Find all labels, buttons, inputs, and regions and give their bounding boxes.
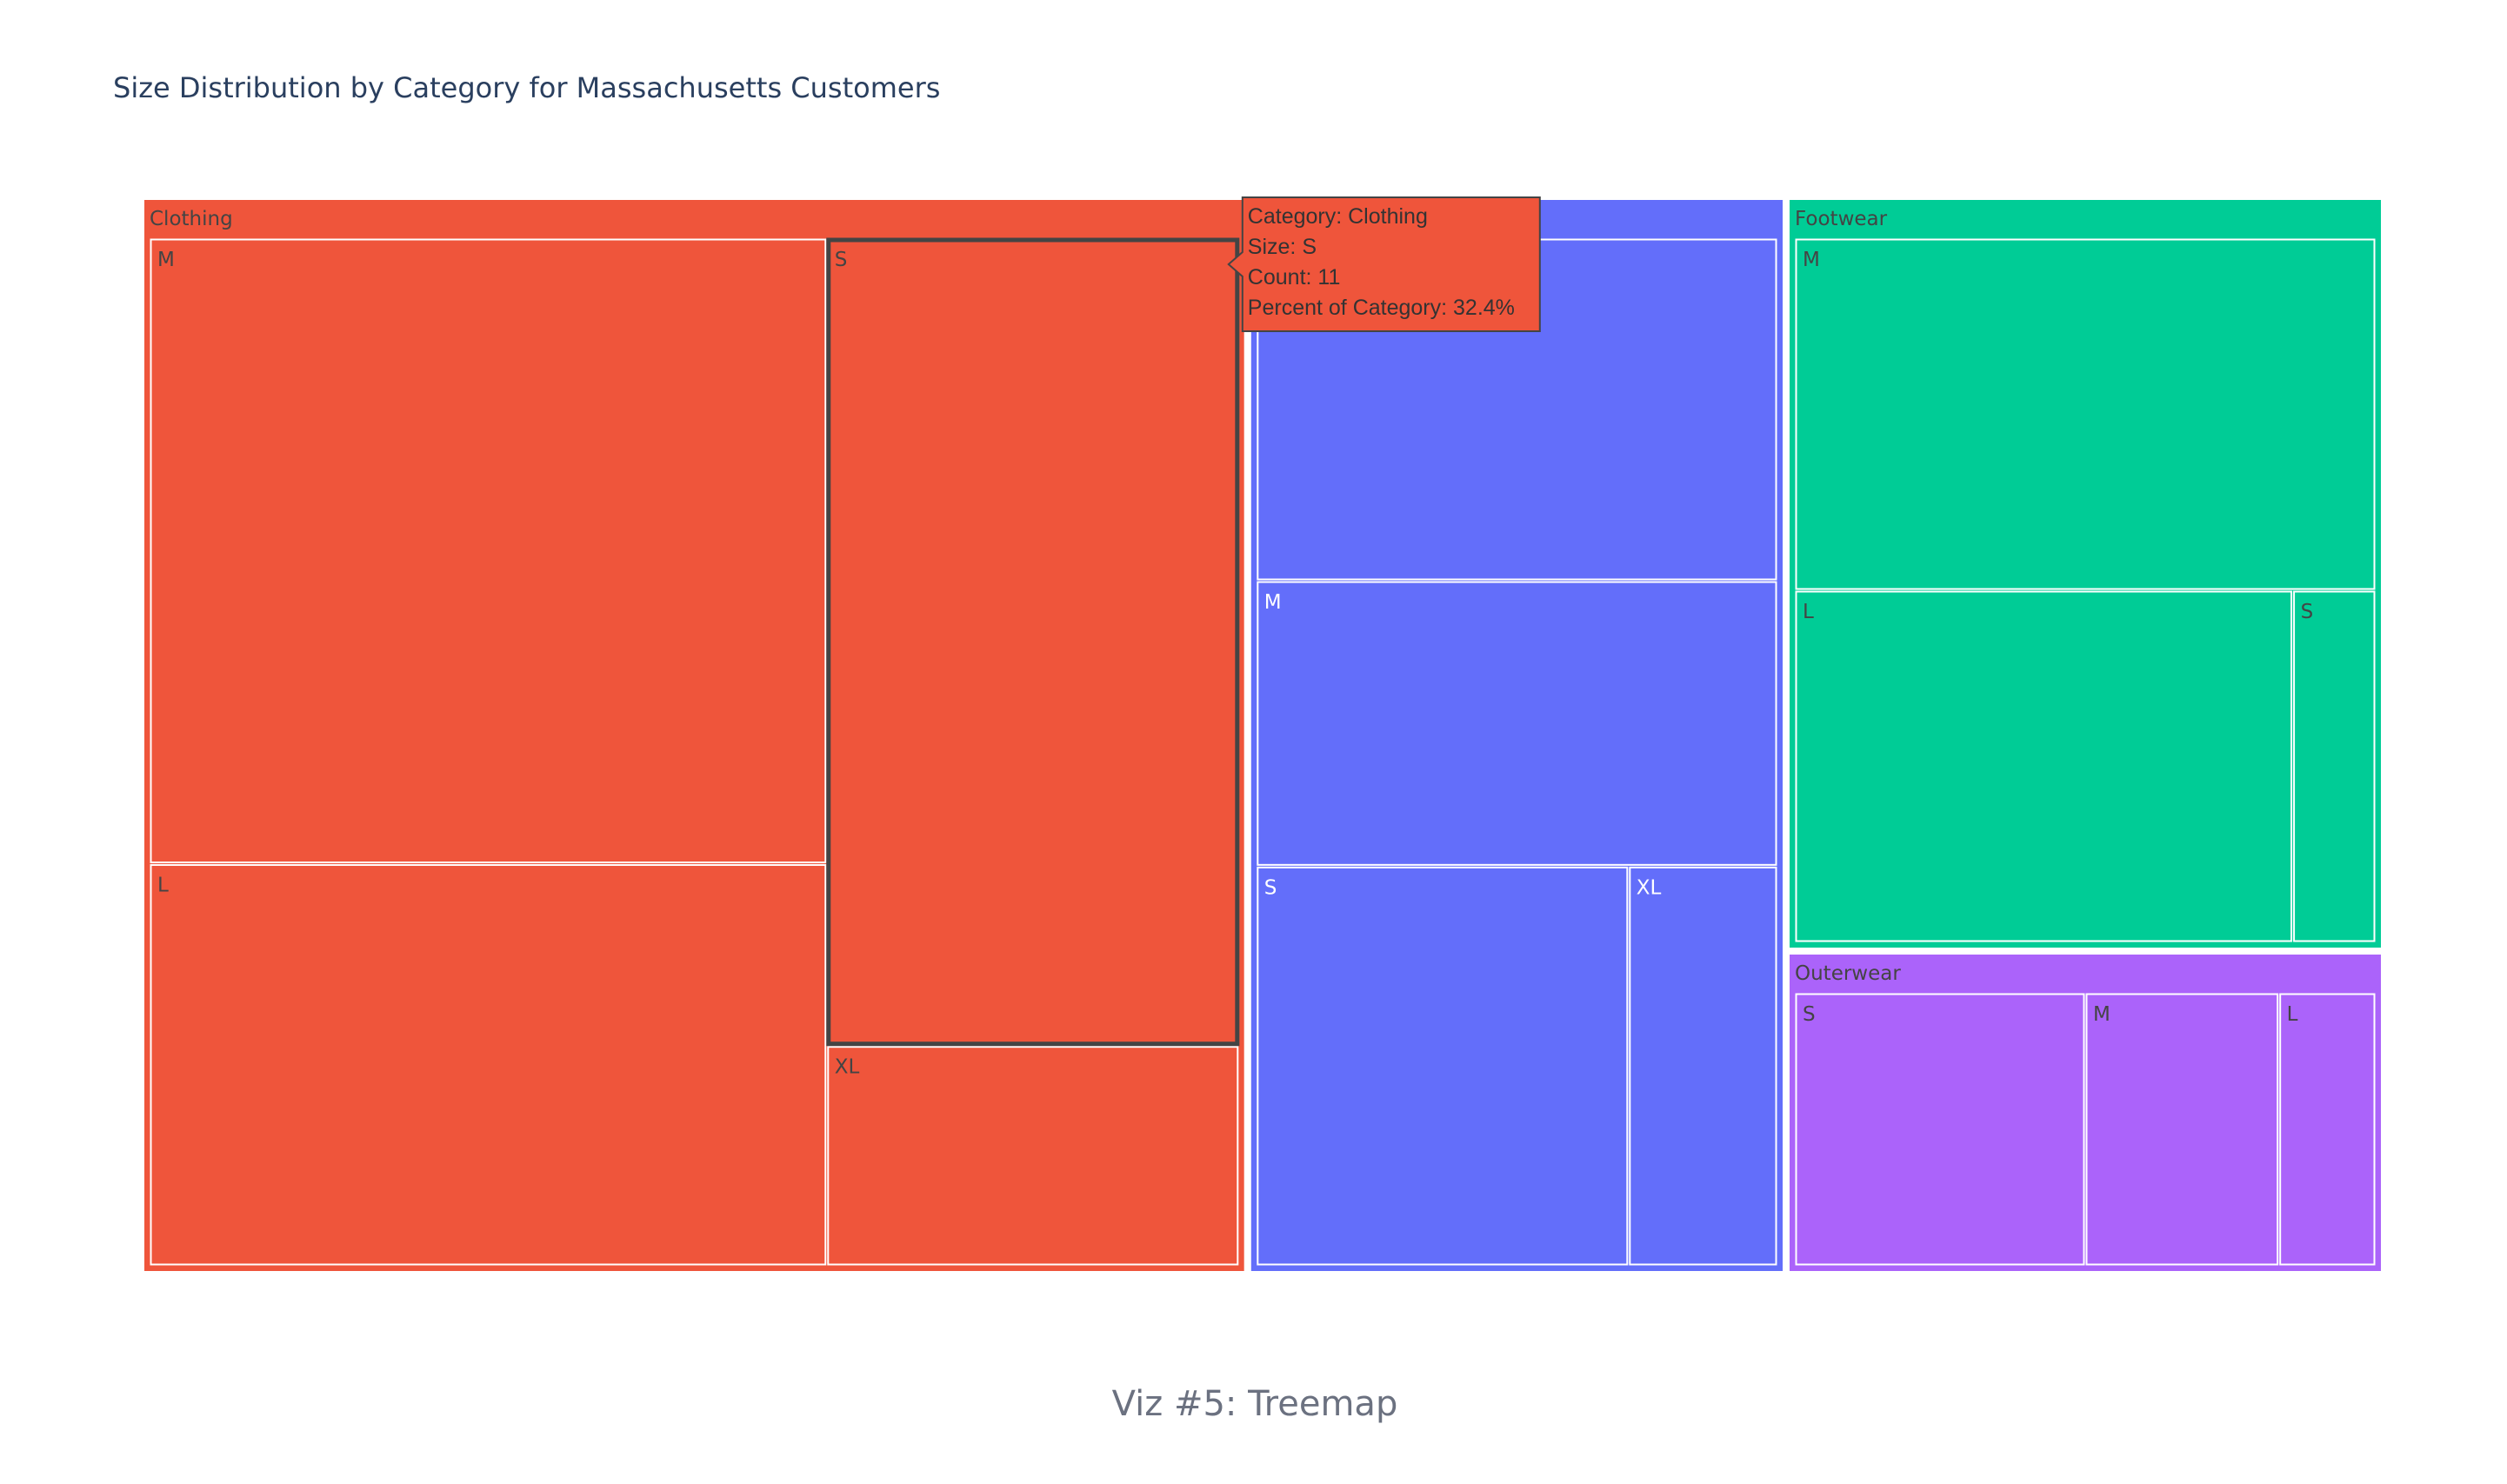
category-group-outerwear: Outerwear S M L [1783,948,2388,1278]
leaf-label-outerwear-m: M [2093,1003,2110,1026]
hover-tooltip: Category: Clothing Size: S Count: 11 Percen… [826,196,1541,1047]
leaf-label-accessories-m: M [1264,591,1282,614]
leaf-tile-clothing-s[interactable] [827,238,1239,1046]
category-label-footwear: Footwear [1795,208,1888,230]
leaf-tile-outerwear-l[interactable] [2279,993,2376,1266]
leaf-tile-clothing-xl[interactable] [827,1046,1239,1266]
leaf-label-clothing-s: S [835,249,848,271]
chart-title: Size Distribution by Category for Massac… [113,71,940,104]
leaf-tile-footwear-s[interactable] [2293,590,2376,942]
category-group-accessories: AccessoriesLMSXL [1243,193,1790,1278]
leaf-label-footwear-l: L [1803,601,1814,623]
leaf-label-outerwear-l: L [2287,1003,2298,1026]
leaf-label-footwear-m: M [1803,249,1820,271]
leaf-label-accessories-xl: XL [1637,876,1662,899]
tooltip-line: Size: S [1248,235,1317,259]
leaf-tile-footwear-l[interactable] [1795,590,2293,942]
leaf-tile-accessories-s[interactable] [1257,866,1629,1266]
leaf-tile-footwear-m[interactable] [1795,238,2376,590]
leaf-tile-clothing-l[interactable] [150,863,827,1266]
treemap-plot-area: ClothingMLSXLAccessoriesLMSXLFootwearMLS… [137,193,2388,1278]
tooltip-box [1227,196,1541,332]
leaf-tile-outerwear-m[interactable] [2085,993,2279,1266]
leaf-label-accessories-s: S [1264,876,1277,899]
tooltip-line: Count: 11 [1248,265,1341,289]
leaf-label-footwear-s: S [2301,601,2314,623]
tooltip-line: Percent of Category: 32.4% [1248,296,1515,320]
leaf-label-clothing-xl: XL [835,1056,860,1079]
leaf-label-clothing-l: L [157,874,169,896]
category-label-outerwear: Outerwear [1795,962,1901,985]
leaf-label-outerwear-s: S [1803,1003,1816,1026]
leaf-label-clothing-m: M [157,249,175,271]
leaf-tile-accessories-m[interactable] [1257,581,1777,866]
category-label-clothing: Clothing [150,208,233,230]
leaf-tile-accessories-xl[interactable] [1629,866,1777,1266]
category-group-footwear: Footwear M L S [1783,193,2388,955]
chart-caption: Viz #5: Treemap [1112,1384,1398,1424]
category-group-clothing: Clothing M L S XL [137,193,1251,1278]
leaf-tile-outerwear-s[interactable] [1795,993,2085,1266]
hover-outline [826,237,1240,1047]
leaf-tile-clothing-m[interactable] [150,238,827,863]
tooltip-line: Category: Clothing [1248,204,1428,229]
